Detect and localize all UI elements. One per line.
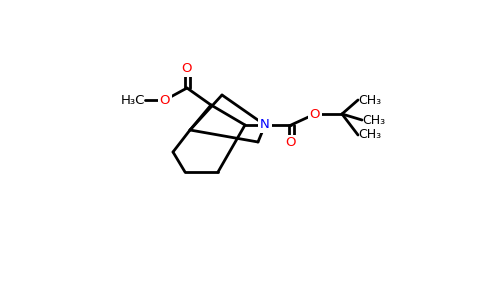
Text: O: O xyxy=(286,136,296,149)
Text: CH₃: CH₃ xyxy=(362,113,385,127)
Text: H₃C: H₃C xyxy=(121,94,145,106)
Text: O: O xyxy=(182,62,192,76)
Text: N: N xyxy=(260,118,270,131)
Text: O: O xyxy=(310,107,320,121)
Text: O: O xyxy=(160,94,170,106)
Text: CH₃: CH₃ xyxy=(358,128,381,142)
Text: CH₃: CH₃ xyxy=(358,94,381,106)
